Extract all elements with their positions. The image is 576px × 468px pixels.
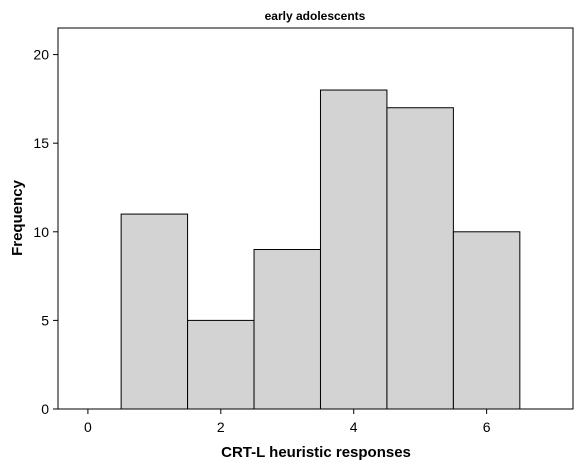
y-axis: 0 5 10 15 20 [33,47,58,417]
x-tick-label: 0 [84,419,92,435]
histogram-bar [452,231,521,410]
y-tick-label: 15 [33,135,49,151]
x-axis-title: CRT-L heuristic responses [221,444,411,461]
x-tick-label: 2 [217,419,225,435]
histogram-bar [187,319,255,410]
y-axis-title: Frequency [9,179,26,256]
histogram-bar [120,213,189,410]
histogram-bar [319,89,388,410]
chart-title: early adolescents [265,9,366,23]
y-tick-label: 20 [33,47,49,63]
x-tick-label: 4 [350,419,358,435]
x-tick-label: 6 [483,419,491,435]
y-tick-label: 10 [33,224,49,240]
y-tick-label: 0 [41,401,49,417]
x-axis: 0 2 4 6 [84,409,491,435]
y-tick-label: 5 [41,312,49,328]
histogram-bar [386,107,454,410]
bars-group [120,89,521,410]
histogram-bar [253,249,321,410]
